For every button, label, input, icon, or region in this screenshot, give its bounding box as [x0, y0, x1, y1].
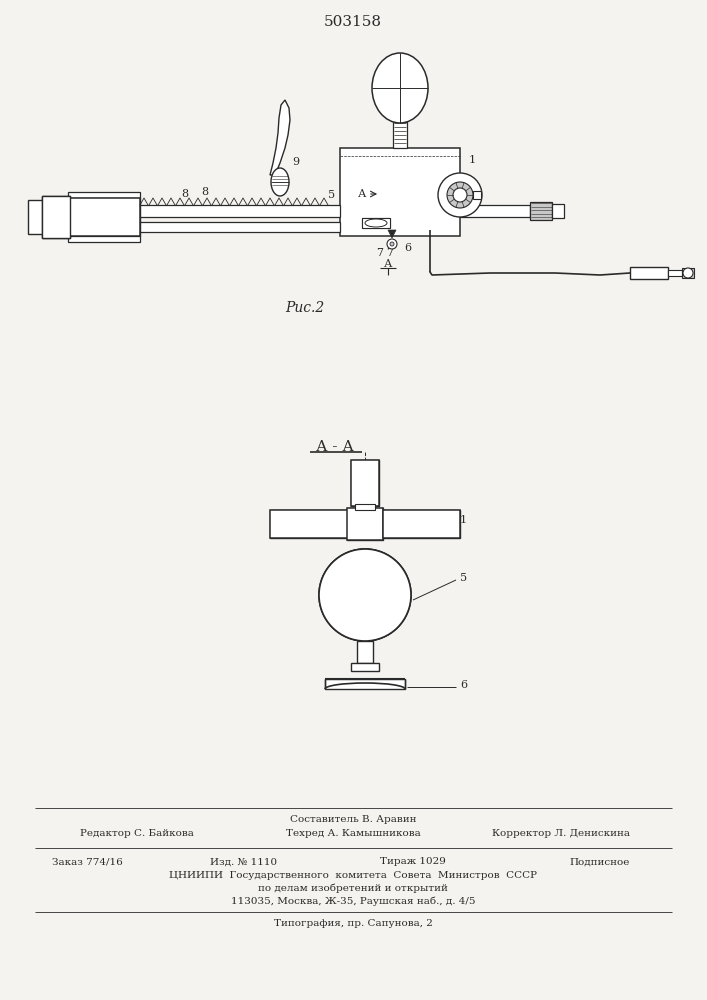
- Text: Составитель В. Аравин: Составитель В. Аравин: [290, 816, 416, 824]
- Bar: [270, 510, 350, 538]
- Text: Корректор Л. Денискина: Корректор Л. Денискина: [492, 830, 630, 838]
- Bar: [393, 122, 407, 148]
- Text: Рис.2: Рис.2: [286, 301, 325, 315]
- Text: ЦНИИПИ  Государственного  комитета  Совета  Министров  СССР: ЦНИИПИ Государственного комитета Совета …: [169, 870, 537, 880]
- Bar: [351, 460, 379, 506]
- Polygon shape: [388, 230, 396, 238]
- Bar: [552, 204, 564, 218]
- Text: 1: 1: [460, 515, 467, 525]
- Circle shape: [319, 549, 411, 641]
- Circle shape: [390, 242, 394, 246]
- Text: Типография, пр. Сапунова, 2: Типография, пр. Сапунова, 2: [274, 920, 433, 928]
- Bar: [42, 196, 70, 238]
- Circle shape: [349, 579, 381, 611]
- Wedge shape: [322, 604, 408, 641]
- Text: Редактор С. Байкова: Редактор С. Байкова: [80, 830, 194, 838]
- Bar: [138, 222, 340, 232]
- Bar: [347, 508, 383, 540]
- Text: Техред А. Камышникова: Техред А. Камышникова: [286, 830, 421, 838]
- Text: по делам изобретений и открытий: по делам изобретений и открытий: [258, 883, 448, 893]
- Circle shape: [683, 268, 693, 278]
- Text: 503158: 503158: [324, 15, 382, 29]
- Bar: [347, 508, 383, 540]
- Text: Тираж 1029: Тираж 1029: [380, 857, 446, 866]
- Text: А: А: [384, 259, 392, 269]
- Bar: [682, 268, 694, 278]
- Bar: [630, 267, 668, 279]
- Circle shape: [319, 549, 411, 641]
- Bar: [325, 679, 405, 689]
- Bar: [357, 641, 373, 663]
- Bar: [68, 192, 140, 198]
- Text: 5: 5: [460, 573, 467, 583]
- Wedge shape: [322, 549, 408, 586]
- Text: 7: 7: [387, 248, 394, 258]
- Bar: [362, 218, 390, 228]
- Text: А - А: А - А: [316, 440, 354, 454]
- Bar: [530, 202, 552, 220]
- Bar: [340, 148, 460, 236]
- Bar: [351, 460, 379, 506]
- Text: 5: 5: [328, 190, 335, 200]
- Bar: [473, 191, 481, 199]
- Text: 6: 6: [460, 680, 467, 690]
- Text: Подписное: Подписное: [570, 857, 630, 866]
- Bar: [355, 504, 375, 510]
- Text: Фиг.3: Фиг.3: [327, 678, 368, 692]
- Ellipse shape: [271, 168, 289, 196]
- Polygon shape: [270, 100, 290, 175]
- Bar: [28, 200, 42, 234]
- Text: 6: 6: [404, 243, 411, 253]
- Bar: [68, 236, 140, 242]
- Bar: [68, 198, 140, 236]
- Ellipse shape: [372, 53, 428, 123]
- Circle shape: [349, 579, 381, 611]
- Bar: [383, 510, 460, 538]
- Text: 8: 8: [182, 189, 189, 199]
- Bar: [138, 205, 340, 217]
- Bar: [68, 218, 140, 236]
- Bar: [42, 196, 70, 238]
- Bar: [668, 270, 682, 276]
- Bar: [42, 196, 70, 238]
- Bar: [68, 198, 140, 218]
- Bar: [351, 663, 379, 671]
- Text: А: А: [358, 189, 366, 199]
- Bar: [383, 510, 460, 538]
- Circle shape: [447, 182, 473, 208]
- Circle shape: [453, 188, 467, 202]
- Text: 8: 8: [201, 187, 209, 197]
- Text: Заказ 774/16: Заказ 774/16: [52, 857, 123, 866]
- Bar: [270, 510, 350, 538]
- Text: Изд. № 1110: Изд. № 1110: [210, 857, 277, 866]
- Circle shape: [387, 239, 397, 249]
- Ellipse shape: [365, 219, 387, 227]
- Circle shape: [438, 173, 482, 217]
- Circle shape: [338, 568, 392, 622]
- Text: 113035, Москва, Ж-35, Раушская наб., д. 4/5: 113035, Москва, Ж-35, Раушская наб., д. …: [230, 896, 475, 906]
- Text: 7: 7: [377, 248, 383, 258]
- Bar: [460, 205, 530, 217]
- Text: 1: 1: [469, 155, 476, 165]
- Text: 9: 9: [293, 157, 300, 167]
- Bar: [362, 218, 390, 228]
